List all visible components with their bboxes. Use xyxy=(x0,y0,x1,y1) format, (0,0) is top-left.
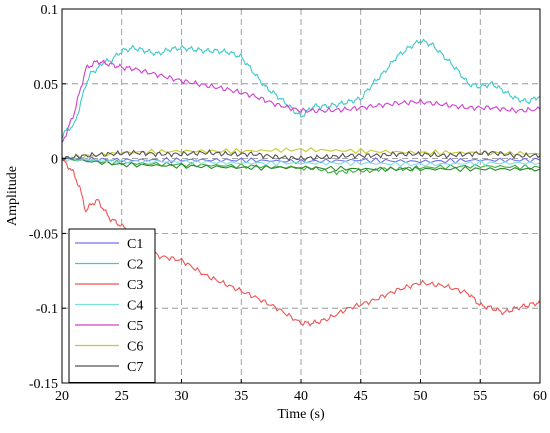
legend-label-c4: C4 xyxy=(127,299,143,314)
series-line-c2 xyxy=(61,38,541,139)
series-line-c4 xyxy=(61,155,541,168)
legend-label-c7: C7 xyxy=(127,360,143,375)
legend-label-c2: C2 xyxy=(127,258,143,273)
axis-ticks: 20 25 30 35 40 45 50 55 60 0.1 0.05 0 -0.05 -0.1 -0.15 xyxy=(29,3,547,404)
legend: C1 C2 C3 C4 C5 C6 C7 xyxy=(68,228,156,383)
x-tick-label: 35 xyxy=(234,389,248,404)
x-tick-label: 40 xyxy=(294,389,308,404)
x-axis-label: Time (s) xyxy=(277,407,325,422)
y-axis-label: Amplitude xyxy=(5,166,20,226)
x-tick-label: 25 xyxy=(115,389,129,404)
legend-label-c1: C1 xyxy=(127,237,143,252)
x-tick-label: 50 xyxy=(414,389,428,404)
x-tick-label: 20 xyxy=(55,389,69,404)
series-line-c3 xyxy=(61,157,541,327)
series-line-c5 xyxy=(61,59,541,143)
y-tick-label: -0.05 xyxy=(29,227,58,242)
series-lines xyxy=(61,38,541,327)
x-tick-label: 30 xyxy=(175,389,189,404)
series-line-c1 xyxy=(61,156,541,165)
y-tick-label: 0.05 xyxy=(34,78,59,93)
y-tick-label: 0.1 xyxy=(41,3,59,18)
legend-box xyxy=(68,228,156,383)
x-tick-label: 60 xyxy=(533,389,547,404)
y-tick-label: 0 xyxy=(51,153,58,168)
legend-label-c5: C5 xyxy=(127,319,143,334)
legend-label-c6: C6 xyxy=(127,340,143,355)
legend-label-c3: C3 xyxy=(127,278,143,293)
grid xyxy=(62,9,540,383)
series-line-c7 xyxy=(61,149,541,162)
y-tick-label: -0.15 xyxy=(29,377,58,392)
x-tick-label: 45 xyxy=(354,389,368,404)
x-tick-label: 55 xyxy=(473,389,487,404)
y-tick-label: -0.1 xyxy=(36,302,58,317)
